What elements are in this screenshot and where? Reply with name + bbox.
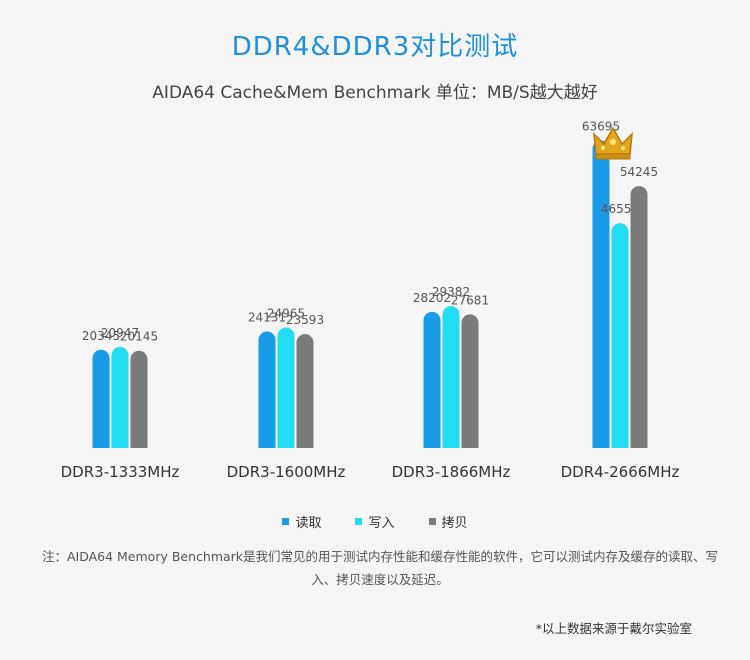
value-label-write-3: 46554 <box>601 202 639 216</box>
category-label-2: DDR3-1866MHz <box>392 463 511 481</box>
legend-item-write: 写入 <box>355 512 395 531</box>
legend-item-read: 读取 <box>282 512 321 531</box>
bar-write-2 <box>442 306 460 448</box>
crown-icon <box>593 126 633 160</box>
value-label-write-1: 24965 <box>267 306 305 320</box>
value-label-write-2: 29382 <box>432 285 470 299</box>
bar-write-1 <box>277 327 295 448</box>
value-label-write-0: 20947 <box>101 326 139 340</box>
value-label-read-1: 24131 <box>248 310 286 324</box>
bar-copy-1 <box>296 334 314 448</box>
bar-write-0 <box>111 346 129 448</box>
bar-read-2 <box>423 311 441 448</box>
legend-swatch-write <box>355 518 363 525</box>
category-label-3: DDR4-2666MHz <box>561 463 680 481</box>
chart-title: DDR4&DDR3对比测试 <box>231 32 519 62</box>
category-label-0: DDR3-1333MHz <box>61 463 180 481</box>
legend-swatch-copy <box>428 518 436 525</box>
bar-copy-2 <box>461 314 479 448</box>
bar-read-0 <box>92 349 110 448</box>
bar-read-1 <box>258 331 276 448</box>
chart-legend: 读取 写入 拷贝 <box>0 512 750 531</box>
value-label-copy-0: 20145 <box>120 330 158 344</box>
legend-item-copy: 拷贝 <box>428 512 468 531</box>
bar-copy-3 <box>630 186 648 448</box>
chart-subtitle: AIDA64 Cache&Mem Benchmark 单位：MB/S越大越好 <box>152 83 598 103</box>
value-label-read-0: 20345 <box>82 329 120 343</box>
legend-label-copy: 拷贝 <box>441 516 468 531</box>
bar-write-3 <box>611 223 629 448</box>
legend-swatch-read <box>282 518 290 525</box>
bar-copy-0 <box>130 350 148 448</box>
value-label-read-2: 28202 <box>413 291 451 305</box>
category-label-1: DDR3-1600MHz <box>227 463 346 481</box>
value-label-copy-1: 23593 <box>286 313 324 327</box>
value-label-copy-3: 54245 <box>620 165 658 179</box>
footnote: 注：AIDA64 Memory Benchmark是我们常见的用于测试内存性能和… <box>41 549 719 587</box>
legend-label-read: 读取 <box>295 516 322 531</box>
bar-read-3 <box>592 140 610 448</box>
value-label-copy-2: 27681 <box>451 293 489 307</box>
data-source: *以上数据来源于戴尔实验室 <box>535 621 692 636</box>
value-label-read-3: 63695 <box>582 119 620 133</box>
legend-label-write: 写入 <box>368 516 395 531</box>
